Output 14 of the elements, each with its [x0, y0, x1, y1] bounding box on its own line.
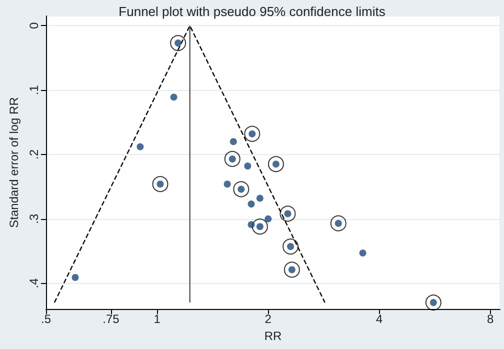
- y-tick-label: 0: [27, 22, 41, 30]
- x-tick-label: .75: [102, 312, 120, 326]
- y-tick-label: .3: [27, 214, 41, 224]
- x-tick-label: 2: [264, 312, 272, 326]
- x-axis-title: RR: [264, 328, 282, 343]
- y-tick-label: .1: [27, 84, 41, 96]
- x-tick-label: .5: [40, 312, 52, 326]
- x-tick-label: 4: [376, 312, 383, 326]
- chart-title: Funnel plot with pseudo 95% confidence limits: [118, 4, 386, 19]
- y-tick-label: .2: [27, 149, 41, 160]
- x-tick-label: 8: [486, 312, 494, 326]
- y-axis-title: Standard error of log RR: [7, 96, 21, 228]
- x-tick-label: 1: [154, 312, 161, 326]
- y-tick-label: .4: [27, 278, 41, 288]
